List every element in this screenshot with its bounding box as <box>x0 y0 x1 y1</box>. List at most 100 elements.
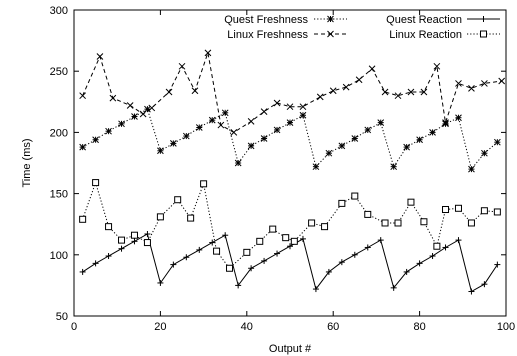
marker-stroke <box>204 49 212 57</box>
data-point <box>342 83 350 91</box>
data-point <box>243 248 251 256</box>
data-point <box>287 243 293 250</box>
marker-stroke <box>420 88 428 96</box>
series-2 <box>79 230 501 295</box>
marker-stroke <box>442 120 449 128</box>
data-point <box>170 140 177 147</box>
marker-stroke <box>455 114 462 122</box>
marker-stroke <box>329 87 337 95</box>
legend-marker <box>480 16 487 22</box>
marker-stroke <box>92 136 99 144</box>
marker-stroke <box>299 111 307 119</box>
data-point <box>381 219 389 227</box>
marker-stroke <box>195 124 203 131</box>
data-point <box>394 92 402 100</box>
data-point <box>455 237 462 244</box>
data-point <box>144 230 151 237</box>
marker-stroke <box>182 132 190 140</box>
x-tick-label: 40 <box>241 321 253 333</box>
data-point <box>364 126 372 134</box>
marker-stroke <box>455 80 462 87</box>
y-tick-label: 100 <box>50 250 68 262</box>
data-point <box>316 93 324 101</box>
marker-stroke <box>178 62 186 70</box>
data-point <box>407 198 415 206</box>
data-point <box>260 108 268 115</box>
data-point <box>208 116 216 124</box>
data-point <box>148 104 156 112</box>
data-point <box>407 88 415 96</box>
data-point <box>433 242 441 250</box>
data-point <box>92 179 100 187</box>
legend-entry: Quest Freshness <box>224 14 347 26</box>
x-axis-label: Output # <box>269 343 312 355</box>
x-tick-label: 60 <box>327 321 339 333</box>
data-point <box>481 149 488 157</box>
data-point <box>157 147 164 155</box>
marker-stroke <box>468 84 475 92</box>
data-point <box>403 268 410 275</box>
data-point <box>299 235 306 242</box>
data-point <box>377 237 384 244</box>
data-point <box>217 121 225 129</box>
data-point <box>174 196 182 204</box>
marker-stroke <box>131 113 138 120</box>
legend-entry: Linux Freshness <box>227 29 347 41</box>
data-point <box>221 109 229 117</box>
x-tick-label: 0 <box>71 321 77 333</box>
marker-stroke <box>148 104 156 112</box>
data-point <box>247 142 255 150</box>
data-point <box>338 142 346 150</box>
data-point <box>209 239 216 246</box>
data-point <box>420 88 428 96</box>
data-point <box>139 110 147 118</box>
marker-stroke <box>96 53 104 60</box>
marker-stroke <box>79 143 86 151</box>
data-point <box>351 192 359 200</box>
data-point <box>338 199 346 207</box>
marker-stroke <box>416 136 423 144</box>
marker-stroke <box>165 88 173 96</box>
y-tick-label: 250 <box>50 66 68 78</box>
data-point <box>416 260 423 267</box>
marker-stroke <box>433 62 441 70</box>
data-point <box>273 99 281 107</box>
x-tick-label: 80 <box>413 321 425 333</box>
data-point <box>92 136 99 144</box>
data-point <box>183 254 190 261</box>
data-point <box>178 62 186 70</box>
marker-stroke <box>230 129 238 136</box>
series-3 <box>79 179 501 272</box>
data-point <box>481 281 488 288</box>
data-point <box>235 282 242 289</box>
data-point <box>131 238 138 245</box>
data-point <box>468 84 475 92</box>
data-point <box>390 163 398 171</box>
data-point <box>442 120 449 128</box>
data-point <box>468 165 475 173</box>
data-point <box>455 80 462 87</box>
series-1 <box>79 49 506 136</box>
marker-stroke <box>327 30 334 38</box>
data-point <box>79 92 86 100</box>
data-point <box>467 219 475 227</box>
marker-stroke <box>157 147 164 155</box>
marker-stroke <box>316 93 324 101</box>
marker-stroke <box>221 109 229 117</box>
data-point <box>204 49 212 57</box>
marker-stroke <box>191 87 199 95</box>
data-point <box>195 124 203 131</box>
legend-marker <box>480 30 487 38</box>
marker-stroke <box>299 103 307 111</box>
marker-stroke <box>327 15 334 23</box>
data-point <box>493 208 501 216</box>
legend-label: Quest Reaction <box>386 14 462 26</box>
data-point <box>165 88 173 96</box>
marker-stroke <box>377 119 385 126</box>
data-point <box>481 80 488 87</box>
y-tick-label: 50 <box>56 311 68 323</box>
data-point <box>230 129 238 136</box>
marker-stroke <box>403 143 410 151</box>
data-point <box>213 247 221 255</box>
marker-stroke <box>217 121 225 129</box>
